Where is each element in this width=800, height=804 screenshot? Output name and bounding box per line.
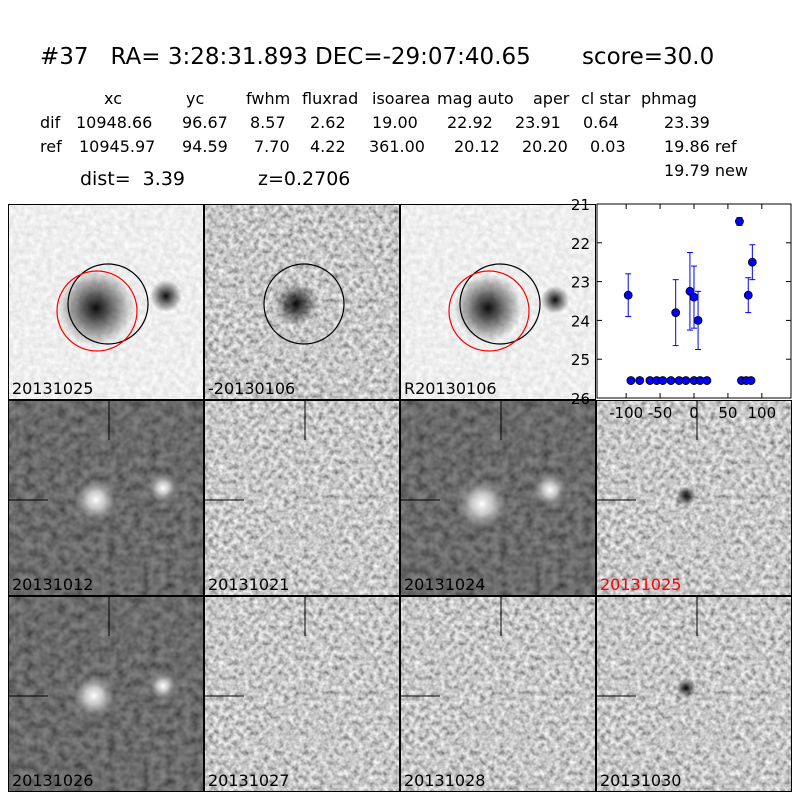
data-point	[681, 376, 691, 385]
panel-label: 20131021	[208, 575, 289, 594]
data-point	[735, 217, 744, 226]
y-tick-label: 24	[571, 312, 590, 330]
panel-label: 20131028	[404, 771, 485, 790]
data-point	[626, 376, 636, 385]
table-cell: 10948.66	[76, 113, 152, 132]
row-label: ref	[40, 137, 62, 156]
image-panel: R20130106	[400, 204, 596, 400]
data-point	[623, 290, 633, 300]
data-point	[743, 290, 753, 300]
table-cell: 20.12	[454, 137, 500, 156]
column-header: xc	[104, 89, 122, 108]
image-panel: 20131024	[400, 400, 596, 596]
panel-label: -20130106	[208, 379, 295, 398]
column-header: fwhm	[246, 89, 290, 108]
table-cell: 19.86 ref	[664, 137, 737, 156]
aperture-circle	[56, 270, 138, 352]
column-header: mag auto	[437, 89, 514, 108]
table-cell: 10945.97	[79, 137, 155, 156]
table-cell: 2.62	[310, 113, 346, 132]
row-label: dif	[40, 113, 61, 132]
data-point	[689, 292, 699, 302]
column-header: fluxrad	[302, 89, 358, 108]
table-cell: 94.59	[182, 137, 228, 156]
panel-label: 20131025	[12, 379, 93, 398]
table-cell: 361.00	[369, 137, 425, 156]
panel-label: 20131025	[600, 575, 681, 594]
table-cell: 0.64	[583, 113, 619, 132]
data-point	[666, 376, 676, 385]
image-panel: 20131025	[8, 204, 204, 400]
image-panel: 20131027	[204, 596, 400, 792]
table-cell: 19.00	[372, 113, 418, 132]
title: #37 RA= 3:28:31.893 DEC=-29:07:40.65 sco…	[40, 44, 714, 70]
column-header: cl star	[581, 89, 631, 108]
light-curve-chart: 21 22 23 24 25 26 -100 -50 0 50 100	[571, 196, 792, 422]
table-cell: 20.20	[522, 137, 568, 156]
data-point	[693, 315, 703, 325]
table-cell: 23.39	[664, 113, 710, 132]
image-panel: 20131028	[400, 596, 596, 792]
column-header: isoarea	[372, 89, 430, 108]
table-cell: 22.92	[447, 113, 493, 132]
image-panel: 20131025	[596, 400, 792, 596]
y-tick-label: 21	[571, 196, 590, 214]
y-tick-label: 26	[571, 390, 590, 408]
data-point	[746, 376, 756, 385]
panel-label: 20131026	[12, 771, 93, 790]
x-tick-label: 0	[689, 404, 699, 422]
table-cell: 0.03	[590, 137, 626, 156]
y-tick-label: 25	[571, 351, 590, 369]
table-cell: 7.70	[254, 137, 290, 156]
x-tick-label: -50	[648, 404, 673, 422]
extra-note: 19.79 new	[664, 161, 748, 180]
y-tick-label: 23	[571, 274, 590, 292]
redshift: z=0.2706	[258, 168, 350, 190]
table-cell: 8.57	[250, 113, 286, 132]
table-cell: 23.91	[515, 113, 561, 132]
x-tick-label: -100	[609, 404, 643, 422]
data-point	[671, 308, 681, 318]
image-panel: 20131012	[8, 400, 204, 596]
image-panel: 20131026	[8, 596, 204, 792]
distance: dist= 3.39	[80, 168, 185, 190]
column-header: aper	[533, 89, 570, 108]
x-tick-label: 100	[748, 404, 777, 422]
data-point	[702, 376, 712, 385]
data-point	[747, 257, 757, 267]
panel-label: 20131024	[404, 575, 485, 594]
column-header: yc	[186, 89, 204, 108]
image-panel: -20130106	[204, 204, 400, 400]
aperture-circle	[67, 263, 149, 345]
aperture-circle	[459, 263, 541, 345]
image-panel: 20131021	[204, 400, 400, 596]
panel-label: 20131027	[208, 771, 289, 790]
panel-label: R20130106	[404, 379, 497, 398]
table-cell: 4.22	[310, 137, 346, 156]
data-point	[658, 376, 668, 385]
column-header: phmag	[641, 89, 697, 108]
image-panel: 20131030	[596, 596, 792, 792]
panel-label: 20131030	[600, 771, 681, 790]
data-point	[635, 376, 645, 385]
aperture-circle	[263, 263, 345, 345]
x-tick-label: 50	[718, 404, 737, 422]
aperture-circle	[448, 270, 530, 352]
panel-label: 20131012	[12, 575, 93, 594]
y-tick-label: 22	[571, 235, 590, 253]
table-cell: 96.67	[182, 113, 228, 132]
